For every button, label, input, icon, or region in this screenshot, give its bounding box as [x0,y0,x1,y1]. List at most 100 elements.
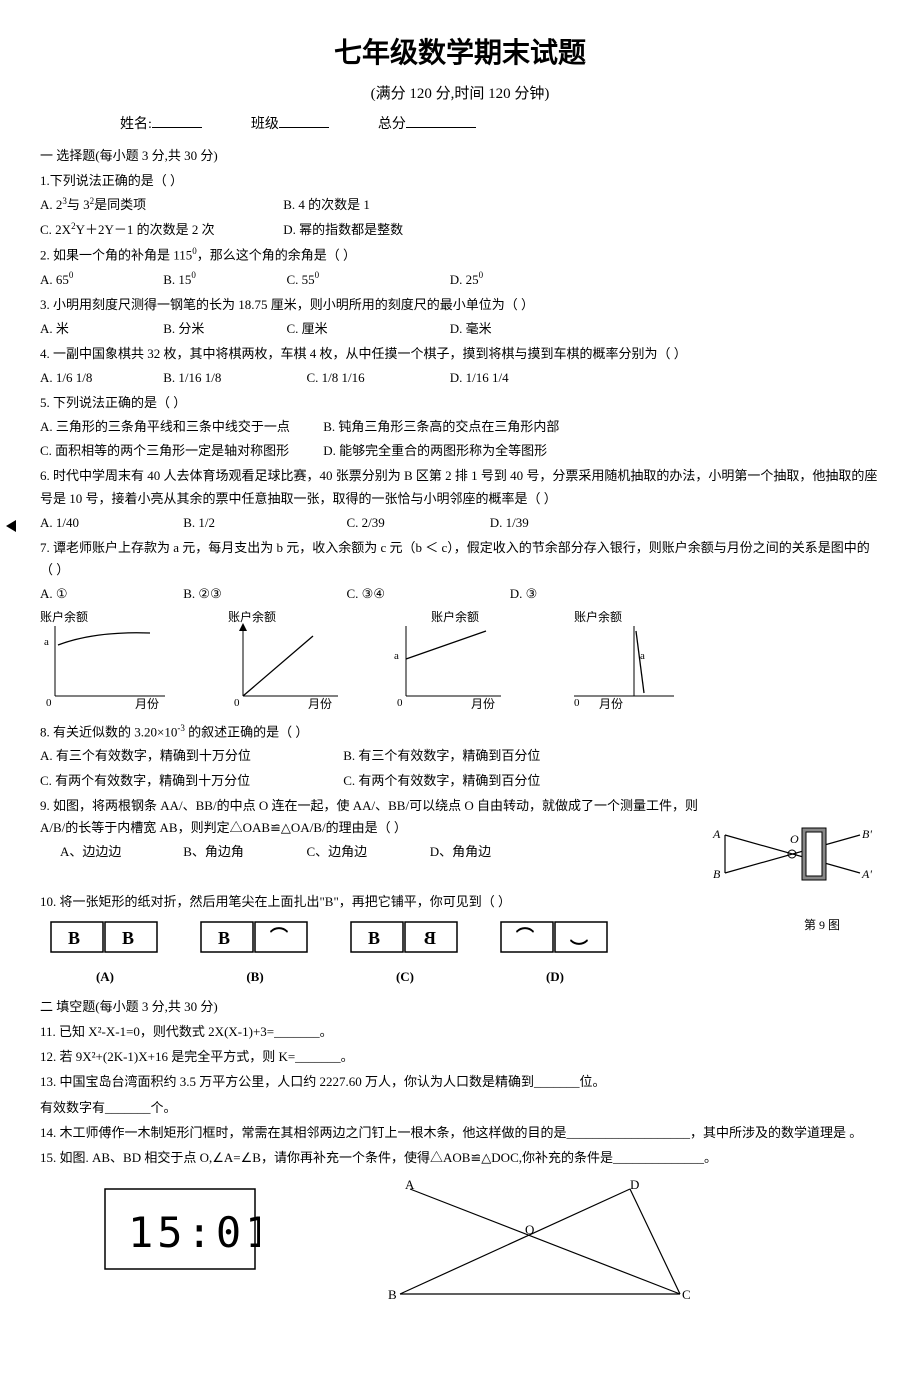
svg-text:a: a [44,636,49,648]
svg-text:a: a [640,650,645,662]
q13: 13. 中国宝岛台湾面积约 3.5 万平方公里，人口约 2227.60 万人，你… [40,1071,880,1093]
svg-text:B: B [122,928,134,948]
score-blank [406,113,476,128]
q6-stem: 6. 时代中学周末有 40 人去体育场观看足球比赛，40 张票分别为 B 区第 … [40,465,880,509]
q2-C: C. 550 [287,268,447,290]
q5-opts-row2: C. 面积相等的两个三角形一定是轴对称图形 D. 能够完全重合的两图形称为全等图… [40,440,880,462]
q2-D: D. 250 [450,268,483,290]
q4-C: C. 1/8 1/16 [307,367,447,389]
svg-text:B: B [713,867,721,881]
q7-opts: A. ① B. ②③ C. ③④ D. ③ [40,583,880,605]
q15-figure: A D O B C [380,1179,700,1309]
q3-D: D. 毫米 [450,318,492,340]
q6-D: D. 1/39 [490,512,529,534]
q8-B: B. 有三个有效数字，精确到百分位 [343,745,540,767]
q7-graph-1: 账户余额 a 0 月份 [40,611,190,711]
q1-C: C. 2X2Y＋2Y－1 的次数是 2 次 [40,219,280,241]
q3-stem: 3. 小明用刻度尺测得一钢笔的长为 18.75 厘米，则小明所用的刻度尺的最小单… [40,294,880,316]
q2-opts: A. 650 B. 150 C. 550 D. 250 [40,268,880,290]
q1-opts-row2: C. 2X2Y＋2Y－1 的次数是 2 次 D. 幂的指数都是整数 [40,219,880,241]
svg-text:⌒: ⌒ [270,926,288,947]
q6-opts: A. 1/40 B. 1/2 C. 2/39 D. 1/39 [40,512,880,534]
section-2-head: 二 填空题(每小题 3 分,共 30 分) [40,996,880,1018]
q2-A: A. 650 [40,268,160,290]
q6-A: A. 1/40 [40,512,180,534]
q7-graph-2: 账户余额 0 月份 [208,611,358,711]
section-1-head: 一 选择题(每小题 3 分,共 30 分) [40,145,880,167]
q9-B: B、角边角 [183,841,303,863]
name-blank [152,113,202,128]
q7-graph-4: 账户余额 a 0 月份 [544,611,694,711]
name-line: 姓名: 班级 总分 [40,113,880,137]
q4-opts: A. 1/6 1/8 B. 1/16 1/8 C. 1/8 1/16 D. 1/… [40,367,880,389]
svg-text:0: 0 [574,697,580,709]
q8-opts-row1: A. 有三个有效数字，精确到十万分位 B. 有三个有效数字，精确到百分位 [40,745,880,767]
svg-text:A: A [712,827,721,841]
q6-B: B. 1/2 [183,512,343,534]
q7-A: A. ① [40,583,180,605]
svg-text:O: O [525,1222,534,1237]
margin-arrow-icon [6,520,16,532]
exam-subtitle: (满分 120 分,时间 120 分钟) [40,82,880,108]
q15: 15. 如图. AB、BD 相交于点 O,∠A=∠B，请你再补充一个条件，使得△… [40,1147,880,1169]
q9-D: D、角角边 [430,841,491,863]
q4-A: A. 1/6 1/8 [40,367,160,389]
q9-figure: A B O B' A' [710,823,880,893]
svg-text:⌒: ⌒ [570,925,588,946]
q8-A: A. 有三个有效数字，精确到十万分位 [40,745,340,767]
q5-D: D. 能够完全重合的两图形称为全等图形 [323,440,547,462]
q1-D: D. 幂的指数都是整数 [283,219,403,241]
svg-text:账户余额: 账户余额 [40,611,88,624]
svg-text:B: B [388,1287,397,1302]
q7-D: D. ③ [510,583,538,605]
q10-fig-D: ⌒⌒ (D) [500,921,610,988]
q1-opts-row1: A. 23 与 32 是同类项 B. 4 的次数是 1 [40,194,880,216]
svg-text:0: 0 [46,697,52,709]
q7-B: B. ②③ [183,583,343,605]
svg-text:C: C [682,1287,691,1302]
q2-B: B. 150 [163,268,283,290]
q10-stem: 10. 将一张矩形的纸对折，然后用笔尖在上面扎出"B"，再把它铺平，你可见到（ … [40,891,880,913]
svg-text:B: B [424,928,436,948]
svg-text:0: 0 [397,697,403,709]
svg-text:A: A [405,1179,415,1192]
svg-text:15:01: 15:01 [128,1208,260,1257]
svg-text:账户余额: 账户余额 [574,611,622,624]
q7-C: C. ③④ [347,583,507,605]
q2-stem: 2. 如果一个角的补角是 1150，那么这个角的余角是（ ） [40,244,880,266]
q1-stem: 1.下列说法正确的是（ ） [40,170,880,192]
q8-stem: 8. 有关近似数的 3.20×10-3 的叙述正确的是（ ） [40,721,880,743]
class-label: 班级 [251,117,279,132]
svg-text:B: B [368,928,380,948]
svg-text:月份: 月份 [471,697,495,711]
q3-B: B. 分米 [163,318,283,340]
svg-text:O: O [790,832,799,846]
svg-text:月份: 月份 [308,697,332,711]
name-label: 姓名: [120,117,152,132]
q5-A: A. 三角形的三条角平线和三条中线交于一点 [40,416,320,438]
q9-C: C、边角边 [307,841,427,863]
q3-C: C. 厘米 [287,318,447,340]
score-label: 总分 [378,117,406,132]
q9-A: A、边边边 [60,841,180,863]
q4-stem: 4. 一副中国象棋共 32 枚，其中将棋两枚，车棋 4 枚，从中任摸一个棋子，摸… [40,343,880,365]
svg-text:⌒: ⌒ [516,926,534,947]
q8-D: C. 有两个有效数字，精确到百分位 [343,770,540,792]
svg-text:A': A' [861,867,872,881]
q7-stem: 7. 谭老师账户上存款为 a 元，每月支出为 b 元，收入余额为 c 元（b ＜… [40,537,880,581]
svg-text:B': B' [862,827,872,841]
svg-text:账户余额: 账户余额 [431,611,479,624]
q1-A: A. 23 与 32 是同类项 [40,194,280,216]
q10-fig-A: BB (A) [50,921,160,988]
q6-C: C. 2/39 [347,512,487,534]
svg-text:0: 0 [234,697,240,709]
class-blank [279,113,329,128]
clock-figure: 15:01 [100,1179,260,1279]
exam-title: 七年级数学期末试题 [40,30,880,78]
q3-A: A. 米 [40,318,160,340]
svg-text:账户余额: 账户余额 [228,611,276,624]
q8-opts-row2: C. 有两个有效数字，精确到十万分位 C. 有两个有效数字，精确到百分位 [40,770,880,792]
svg-text:D: D [630,1179,639,1192]
q12: 12. 若 9X²+(2K-1)X+16 是完全平方式，则 K=_______。 [40,1046,880,1068]
q8-C: C. 有两个有效数字，精确到十万分位 [40,770,340,792]
